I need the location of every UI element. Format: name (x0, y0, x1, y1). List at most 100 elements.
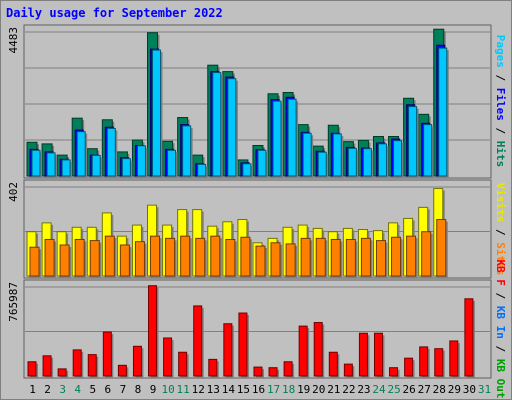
bar-kb-f-day-10 (163, 337, 173, 377)
x-tick-day-5: 5 (89, 383, 96, 396)
bar-sites-day-20 (315, 237, 326, 277)
bar-kb-f-day-9 (148, 285, 158, 377)
bar-kb-f-day-26 (404, 357, 414, 377)
bar-kb-f-day-3 (57, 368, 67, 377)
bar-kb-f-day-23 (358, 332, 368, 377)
x-tick-day-23: 23 (357, 383, 370, 396)
legend-top-item-4: Hits (494, 141, 507, 168)
bar-pages-day-24 (377, 143, 387, 177)
bar-pages-day-23 (362, 148, 372, 177)
bar-pages-day-4 (76, 131, 86, 177)
x-tick-day-19: 19 (297, 383, 310, 396)
bar-kb-f-day-2 (42, 355, 52, 377)
bar-sites-day-25 (391, 236, 402, 277)
bar-pages-day-14 (227, 78, 237, 177)
bar-kb-f-day-22 (343, 363, 353, 377)
legend-top: Pages / Files / Hits (494, 35, 507, 168)
bar-pages-day-15 (242, 163, 252, 177)
legend-bottom-item-3: / (494, 339, 507, 359)
legend-bottom-item-4: KB Out (494, 359, 507, 399)
bar-sites-day-10 (165, 237, 176, 277)
x-tick-day-24: 24 (372, 383, 386, 396)
bar-pages-day-28 (438, 47, 448, 177)
x-tick-day-9: 9 (150, 383, 157, 396)
bar-pages-day-19 (302, 132, 312, 177)
bar-kb-f-day-25 (389, 367, 399, 377)
chart-title: Daily usage for September 2022 (6, 6, 223, 20)
bar-pages-day-27 (423, 124, 433, 177)
bar-sites-day-4 (74, 238, 85, 277)
bar-sites-day-9 (150, 235, 161, 277)
bar-kb-f-day-1 (27, 361, 37, 377)
panel-top-max-label: 4483 (7, 27, 20, 54)
bar-pages-day-9 (152, 49, 162, 177)
bar-kb-f-day-28 (434, 348, 444, 377)
bar-sites-day-8 (134, 241, 145, 277)
x-tick-day-7: 7 (120, 383, 127, 396)
bar-pages-day-3 (61, 159, 71, 177)
bar-pages-day-21 (332, 133, 342, 177)
x-tick-day-1: 1 (29, 383, 36, 396)
bar-sites-day-24 (375, 240, 386, 277)
bar-pages-day-2 (46, 152, 56, 177)
legend-top-item-3: / (494, 121, 507, 141)
legend-middle: Visits / Sites (494, 183, 507, 276)
bar-kb-f-day-15 (238, 312, 248, 377)
x-tick-day-10: 10 (161, 383, 174, 396)
bar-kb-f-day-12 (193, 305, 203, 377)
bar-kb-f-day-6 (102, 331, 112, 377)
x-tick-day-15: 15 (237, 383, 250, 396)
bar-sites-day-18 (285, 243, 296, 277)
bar-sites-day-14 (225, 238, 236, 277)
legend-middle-item-1: / (494, 222, 507, 242)
panel-middle-max-label: 402 (7, 182, 20, 202)
bar-sites-day-3 (59, 244, 70, 277)
bar-kb-f-day-11 (178, 351, 188, 377)
bar-sites-day-1 (29, 246, 40, 277)
bar-kb-f-day-30 (464, 298, 474, 377)
bar-pages-day-17 (272, 100, 282, 177)
bar-kb-f-day-27 (419, 346, 429, 377)
bar-pages-day-11 (182, 125, 192, 177)
legend-bottom-item-1: / (494, 286, 507, 306)
x-tick-day-25: 25 (387, 383, 400, 396)
x-tick-day-4: 4 (74, 383, 81, 396)
bar-kb-f-day-20 (313, 322, 323, 377)
bar-sites-day-19 (300, 237, 311, 277)
legend-middle-item-0: Visits (494, 183, 507, 223)
bar-sites-day-7 (119, 244, 130, 277)
x-tick-day-3: 3 (59, 383, 66, 396)
bar-kb-f-day-14 (223, 323, 233, 377)
bar-pages-day-7 (121, 158, 131, 177)
bar-kb-f-day-8 (132, 345, 142, 377)
bar-pages-day-22 (347, 147, 357, 177)
bar-sites-day-12 (195, 237, 206, 277)
x-tick-day-27: 27 (418, 383, 431, 396)
x-tick-day-21: 21 (327, 383, 340, 396)
x-tick-day-14: 14 (222, 383, 236, 396)
x-tick-day-28: 28 (433, 383, 446, 396)
x-tick-day-16: 16 (252, 383, 265, 396)
bar-pages-day-25 (393, 140, 403, 177)
panel-bottom-max-label: 765987 (7, 282, 20, 322)
bar-sites-day-11 (180, 235, 191, 277)
bar-pages-day-18 (287, 98, 297, 177)
bar-pages-day-20 (317, 151, 327, 177)
bar-sites-day-23 (360, 237, 371, 277)
bar-sites-day-13 (210, 235, 221, 277)
bar-sites-day-2 (44, 238, 55, 277)
x-tick-day-2: 2 (44, 383, 51, 396)
x-tick-day-20: 20 (312, 383, 325, 396)
bar-kb-f-day-5 (87, 354, 97, 377)
bar-sites-day-28 (436, 219, 447, 277)
bar-pages-day-8 (136, 145, 146, 177)
bar-pages-day-10 (167, 149, 177, 177)
bar-sites-day-21 (330, 238, 341, 277)
x-tick-day-26: 26 (403, 383, 416, 396)
bar-sites-day-16 (255, 245, 266, 277)
legend-bottom: KB F / KB In / KB Out (494, 259, 507, 398)
bar-pages-day-1 (31, 149, 41, 177)
x-tick-day-31: 31 (478, 383, 491, 396)
bar-kb-f-day-19 (298, 325, 308, 377)
